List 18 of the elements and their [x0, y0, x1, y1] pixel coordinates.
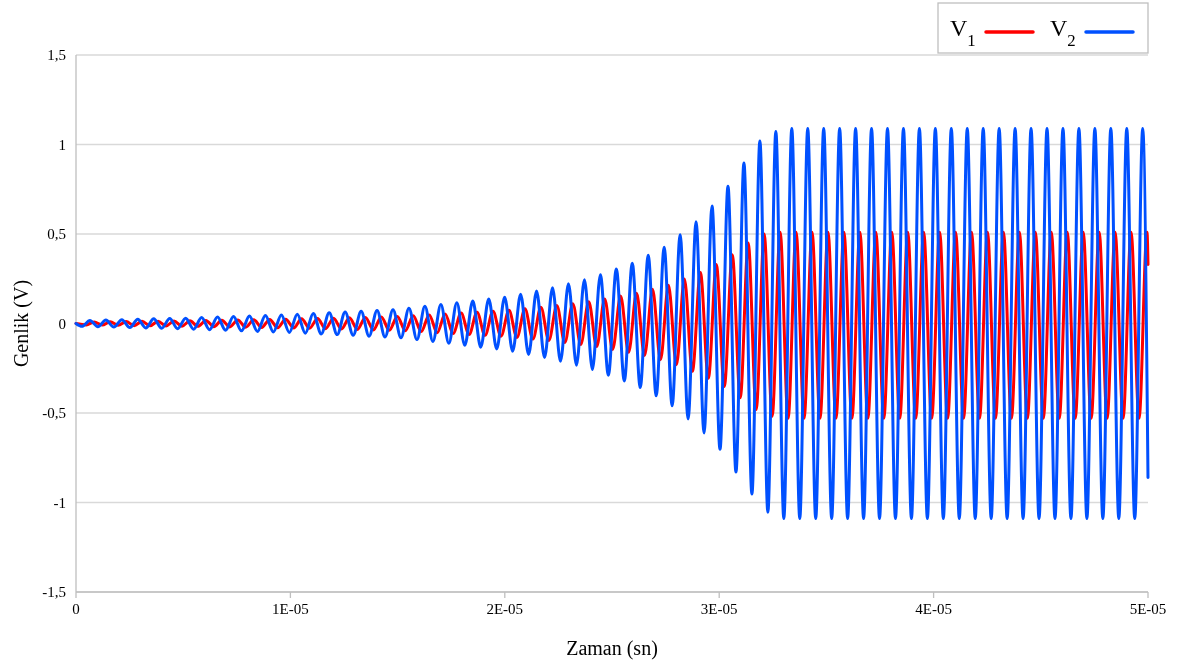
y-tick-label: 1,5: [47, 47, 66, 63]
line-series: [74, 126, 1150, 521]
legend-label: V$_{1}$: [950, 15, 976, 50]
y-tick-label: 0,5: [47, 226, 66, 242]
x-tick-label: 0: [72, 601, 80, 617]
y-tick-label: -1: [53, 494, 66, 511]
legend-label: V$_{2}$: [1050, 15, 1076, 50]
x-tick-label: 2E-05: [486, 601, 524, 617]
y-axis-title: Genlik (V): [10, 279, 33, 368]
x-axis-title: Zaman (sn): [566, 637, 658, 660]
x-tick-label: 3E-05: [700, 601, 738, 617]
x-tick-label: 5E-05: [1129, 601, 1167, 617]
y-tick-label: -1,5: [42, 584, 66, 600]
y-tick-label: -0,5: [42, 405, 66, 421]
y-tick-label: 0: [58, 315, 66, 332]
y-tick-label: 1: [58, 136, 66, 153]
x-tick-label: 1E-05: [272, 601, 309, 617]
x-tick-label: 4E-05: [915, 601, 952, 617]
